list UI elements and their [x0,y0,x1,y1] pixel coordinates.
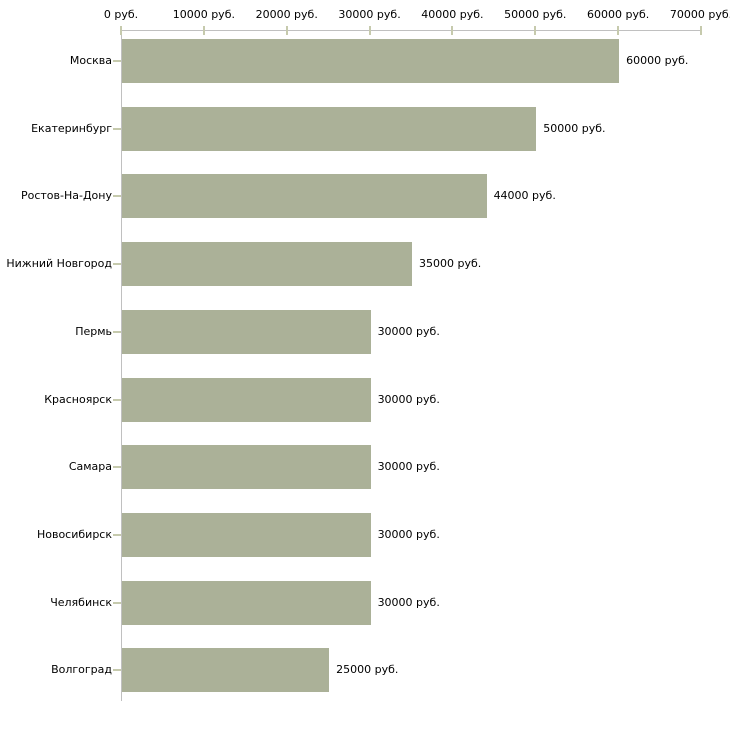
x-axis-tick-label: 40000 руб. [421,8,484,21]
value-label: 30000 руб. [377,392,440,406]
value-label: 35000 руб. [419,257,482,271]
value-label: 44000 руб. [493,189,556,203]
category-label: Пермь [75,324,112,338]
x-axis-tick-mark [700,26,702,35]
y-axis-tick-mark [113,60,121,62]
value-label: 30000 руб. [377,460,440,474]
y-axis-tick-mark [113,263,121,266]
y-axis-line [121,30,122,701]
y-axis-tick-mark [113,466,121,469]
y-axis-tick-mark [113,127,121,130]
x-axis-tick-label: 70000 руб. [669,8,730,21]
y-axis-tick-mark [113,601,121,604]
bar [122,377,371,422]
value-label: 30000 руб. [377,324,440,338]
x-axis-tick-label: 50000 руб. [504,8,567,21]
bar [122,512,371,557]
x-axis-tick-mark [617,26,620,35]
y-axis-tick-mark [113,669,121,672]
category-label: Красноярск [44,392,112,406]
x-axis-tick-mark [534,26,537,35]
x-axis-tick-label: 10000 руб. [172,8,235,21]
x-axis-tick-mark [368,26,371,35]
x-axis-tick-mark [120,26,122,35]
y-axis-tick-mark [113,533,121,536]
category-label: Новосибирск [36,527,112,541]
category-label: Челябинск [50,595,112,609]
x-axis-tick-label: 0 руб. [103,8,139,21]
x-axis-tick-label: 30000 руб. [338,8,401,21]
x-axis-tick-label: 60000 руб. [587,8,650,21]
value-label: 25000 руб. [336,663,399,677]
x-axis-tick-mark [285,26,288,35]
bar [122,648,330,693]
x-axis-tick-label: 20000 руб. [255,8,318,21]
bar [122,174,487,219]
category-label: Москва [69,54,112,67]
bar [122,445,371,490]
bar [122,106,537,151]
y-axis-tick-mark [113,330,121,333]
category-label: Волгоград [51,663,112,677]
category-label: Ростов-На-Дону [20,189,112,203]
x-axis-tick-mark [202,26,205,35]
category-label: Самара [68,460,112,474]
value-label: 60000 руб. [626,54,689,67]
bar [122,242,412,287]
category-label: Нижний Новгород [6,257,112,271]
value-label: 30000 руб. [377,595,440,609]
x-axis-tick-mark [451,26,454,35]
value-label: 50000 руб. [543,121,606,135]
y-axis-tick-mark [113,398,121,401]
category-label: Екатеринбург [31,121,112,135]
bar [122,39,620,83]
x-axis-line [121,30,702,31]
y-axis-tick-mark [113,195,121,198]
value-label: 30000 руб. [377,527,440,541]
bar [122,309,371,354]
bar [122,580,371,625]
